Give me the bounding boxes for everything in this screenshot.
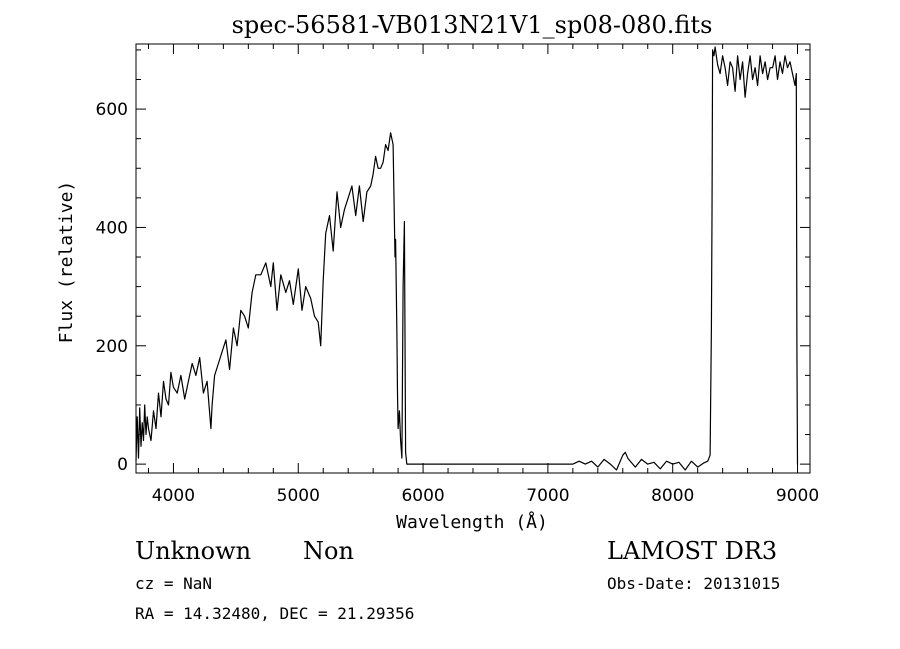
- y-tick-label: 600: [96, 100, 128, 120]
- x-tick-label: 6000: [401, 486, 444, 506]
- x-tick-label: 9000: [776, 486, 819, 506]
- x-tick-label: 8000: [651, 486, 694, 506]
- x-tick-label: 7000: [526, 486, 569, 506]
- footer-info: Unknown Non LAMOST DR3 cz = NaN Obs-Date…: [135, 537, 780, 623]
- object-class: Unknown: [135, 537, 251, 565]
- observation-date: Obs-Date: 20131015: [607, 574, 780, 593]
- survey-name: LAMOST DR3: [607, 537, 777, 565]
- series-layer: [135, 46, 799, 471]
- object-subclass: Non: [303, 537, 354, 565]
- redshift-value: cz = NaN: [135, 574, 212, 593]
- chart-title: spec-56581-VB013N21V1_sp08-080.fits: [232, 11, 713, 39]
- x-axis: 4000 5000 6000 7000 8000 9000: [147, 44, 819, 506]
- x-axis-label: Wavelength (Å): [396, 511, 548, 533]
- spectrum-line: [135, 46, 799, 471]
- plot-frame: [135, 43, 811, 474]
- x-tick-label: 4000: [152, 486, 195, 506]
- plot-area: 4000 5000 6000 7000 8000 9000 0 200 400 600: [96, 43, 819, 506]
- y-axis-label: Flux (relative): [56, 181, 77, 344]
- y-tick-label: 400: [96, 218, 128, 238]
- y-tick-label: 0: [117, 455, 128, 475]
- x-tick-label: 5000: [277, 486, 320, 506]
- y-tick-label: 200: [96, 337, 128, 357]
- coordinates: RA = 14.32480, DEC = 21.29356: [135, 604, 414, 623]
- y-axis: 0 200 400 600: [96, 49, 810, 475]
